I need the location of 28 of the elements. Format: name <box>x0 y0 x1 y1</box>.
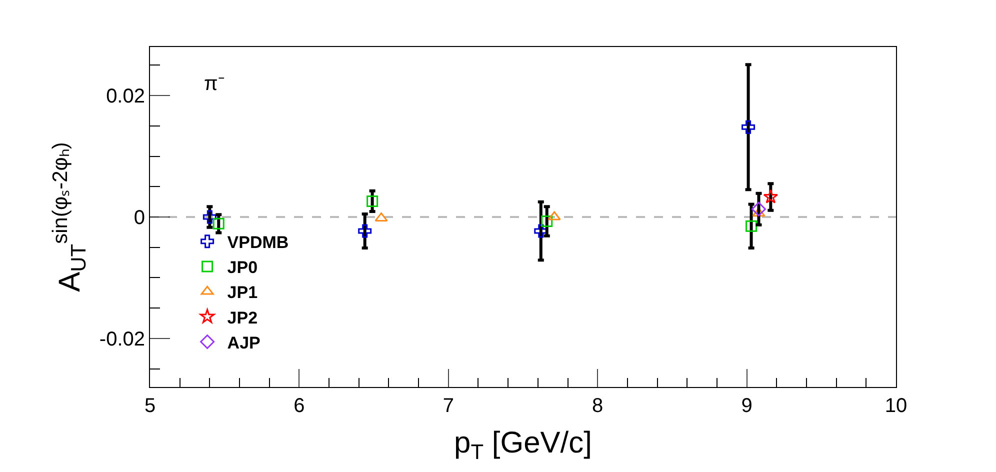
point <box>212 218 224 230</box>
point <box>541 216 553 227</box>
point <box>751 202 766 216</box>
point <box>752 208 766 217</box>
y-tick-label: 0.02 <box>106 86 145 108</box>
x-tick-label: 7 <box>442 395 454 417</box>
legend-label: JP1 <box>227 283 258 302</box>
point <box>742 120 756 134</box>
point <box>746 220 758 232</box>
x-tick-label: 9 <box>741 395 752 417</box>
x-axis-title: p$_{T}$ [GeV/c] <box>454 426 592 464</box>
x-tick-label: 6 <box>294 395 305 417</box>
point <box>202 210 216 224</box>
legend-label: AJP <box>227 333 260 352</box>
x-tick-label: 8 <box>592 395 604 417</box>
y-tick-label: -0.02 <box>99 328 145 350</box>
point <box>366 195 378 207</box>
legend-label: VPDMB <box>227 232 289 252</box>
legend-label: JP0 <box>227 258 258 278</box>
x-tick-label: 5 <box>144 395 156 417</box>
annotation: π⁻ <box>204 73 225 95</box>
point <box>763 189 778 204</box>
x-tick-label: 10 <box>884 395 908 417</box>
point <box>358 224 372 238</box>
point <box>374 212 388 222</box>
point <box>548 211 561 220</box>
legend-label: JP2 <box>227 308 258 328</box>
y-tick-label: 0 <box>134 207 145 229</box>
